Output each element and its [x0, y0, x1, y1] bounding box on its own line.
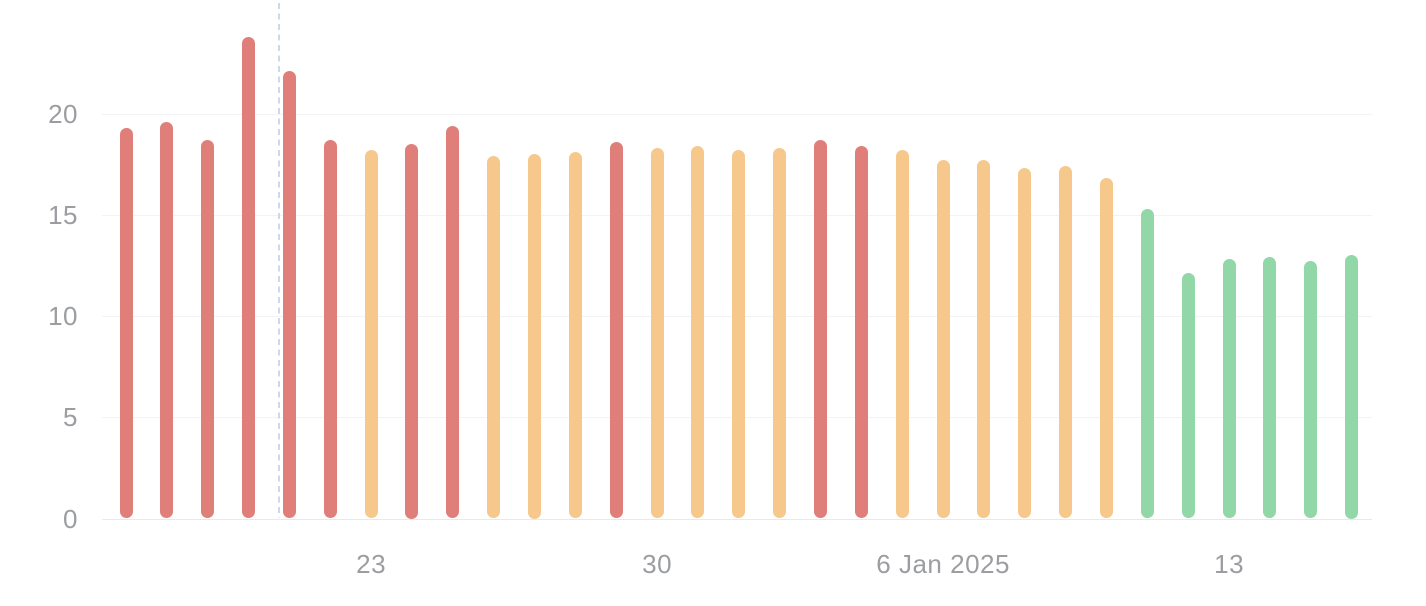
- bar[interactable]: [160, 121, 174, 519]
- y-axis-tick-label: 0: [63, 503, 78, 534]
- bar[interactable]: [242, 36, 256, 519]
- bar[interactable]: [936, 160, 950, 519]
- x-axis-tick-label: 6 Jan 2025: [876, 549, 1010, 579]
- bar[interactable]: [1059, 166, 1073, 519]
- y-axis-tick-label: 15: [48, 199, 78, 230]
- dashed-date-marker-line: [278, 3, 281, 518]
- bar[interactable]: [1345, 255, 1359, 519]
- bar[interactable]: [895, 149, 909, 519]
- bar[interactable]: [732, 149, 746, 519]
- bar[interactable]: [1100, 178, 1114, 519]
- gridline: [102, 113, 1372, 115]
- bar[interactable]: [1304, 261, 1318, 519]
- y-axis-tick-label: 5: [63, 402, 78, 433]
- bar[interactable]: [201, 139, 215, 519]
- x-axis-tick-label: 13: [1214, 549, 1245, 579]
- bar[interactable]: [364, 149, 378, 519]
- bar[interactable]: [1018, 168, 1032, 519]
- bar[interactable]: [119, 127, 133, 519]
- x-axis-tick-label: 30: [642, 549, 673, 579]
- bar[interactable]: [568, 151, 582, 519]
- bar[interactable]: [487, 156, 501, 519]
- bar[interactable]: [528, 154, 542, 519]
- bar[interactable]: [1181, 273, 1195, 519]
- bar[interactable]: [854, 145, 868, 519]
- bar[interactable]: [977, 160, 991, 519]
- bar[interactable]: [405, 143, 419, 519]
- bar[interactable]: [1140, 208, 1154, 519]
- y-axis-tick-label: 10: [48, 301, 78, 331]
- bar[interactable]: [773, 147, 787, 519]
- bar[interactable]: [814, 139, 828, 519]
- x-axis-tick-label: 23: [356, 549, 387, 579]
- bar[interactable]: [691, 145, 705, 519]
- bar[interactable]: [282, 70, 296, 519]
- bar[interactable]: [1222, 259, 1236, 519]
- bar[interactable]: [609, 141, 623, 519]
- bar[interactable]: [650, 147, 664, 519]
- bar[interactable]: [1263, 257, 1277, 519]
- y-axis-tick-label: 20: [48, 98, 78, 129]
- bar[interactable]: [323, 139, 337, 519]
- bar[interactable]: [446, 125, 460, 519]
- x-axis-baseline: [102, 518, 1372, 520]
